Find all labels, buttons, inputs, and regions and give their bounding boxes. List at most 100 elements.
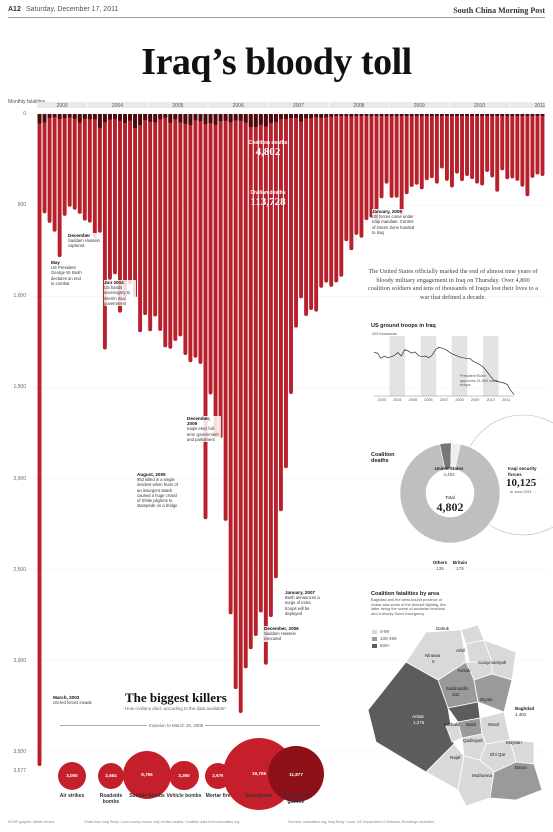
civilian-bar [128,114,133,285]
coalition-bar [379,114,384,116]
coalition-bar [57,114,62,119]
year-strip [37,102,545,108]
donut-title: Coalition deaths [371,452,395,464]
map-label-ninawa: Ninawa [425,653,441,658]
troops-line-chart: 2003 2004 2005 2006 2007 2008 2009 2010 2011 [373,336,515,402]
civilian-bar [299,114,304,299]
y-tick-label: 3,500 [13,748,26,755]
civilian-bar [228,114,233,615]
y-tick-label: 500 [17,202,26,209]
map-subtitle: Baghdad and the west-bound province of A… [371,597,446,617]
map-label-karbala: Karbala [444,722,460,727]
annotation-text: US hands sovereignty to interim Iraqi go… [104,285,131,306]
civilian-bar [97,114,102,233]
y-tick-label: 1,500 [13,384,26,391]
map-label-qadisiyah: Qadisiyah [463,738,484,743]
annotation-sovereignty: Jun 2004 US hands sovereignty to interim… [104,280,136,307]
coalition-bar [359,114,364,116]
troops-chart-unit: 200 thousands [372,332,397,336]
masthead: A12 Saturday, December 17, 2011 South Ch… [8,6,545,18]
coalition-bar [389,114,394,116]
map-title: Coalition fatalities by area [371,591,440,597]
troops-year-label: 2006 [424,398,432,402]
map-value-baghdad: 1,401 [515,712,527,717]
killer-circle: 3,000 [57,761,87,790]
civilian-bar [158,114,163,331]
coalition-bar [198,114,203,122]
annotation-title: May [51,260,60,265]
troops-year-label: 2003 [378,398,386,402]
coalition-bar [258,114,263,125]
civilian-bar [465,114,470,176]
coalition-bar [520,114,525,116]
footer-credit: SCMP graphic: Adolfo Arranz [8,820,55,824]
coalition-total-label: Coalition deaths 4,802 [238,140,298,158]
y-tick-label: 0 [23,111,26,117]
civilian-bar [424,114,429,181]
coalition-bar [62,114,67,119]
coalition-deaths-donut [399,414,553,544]
civilian-bar [82,114,87,221]
civilian-bar [515,114,520,181]
civilian-bar [364,114,369,221]
civilian-bar [198,114,203,364]
civilian-bar [349,114,354,251]
killer-label: Suicide bombs [129,793,165,799]
annotation-text: US forces come under Iraqi mandate. Cont… [372,214,415,235]
coalition-bar [540,114,545,116]
coalition-bar [419,114,424,116]
coalition-bar [47,114,52,118]
civilian-bar [208,114,213,395]
civilian-bar [173,114,178,341]
civilian-bar [42,114,47,214]
donut-total-label: Total [445,495,455,500]
coalition-bar [112,114,117,120]
civilian-bar [505,114,510,180]
annotation-bridge-stampede: August, 2005 953 killed in a single inci… [137,472,179,509]
annotation-title: March, 2003 [53,695,80,700]
killers-title: The biggest killers [125,690,227,705]
killer-label: Vehicle bombs [166,793,202,799]
coalition-bar [138,114,143,125]
civilian-bar [449,114,454,188]
killers-range: Invasion to March 19, 2008 [147,723,206,728]
annotation-text: 953 killed in a single incident when fea… [137,477,178,509]
civilian-bar [273,114,278,579]
donut-us-label: United States [434,466,464,471]
coalition-bar [128,114,133,121]
headline: Iraq’s bloody toll [141,41,412,83]
civilian-total-value: 113,728 [250,196,286,208]
civilian-bar [143,114,148,316]
region-diyala [473,673,513,713]
civilian-bar [138,114,143,333]
troops-year-label: 2004 [393,398,401,402]
page-number: A12 [8,6,21,13]
coalition-bar [294,114,298,118]
map-label-diyala: Diyala [480,697,493,702]
civilian-bar [238,114,243,713]
civilian-bar [304,114,309,316]
annotation-text: Saddam Hussein captured [68,238,100,249]
donut-others-label: Others [432,560,448,565]
map-value-ninawa: 0 [432,659,435,664]
civilian-bar [444,114,449,181]
coalition-bar [223,114,228,121]
civilian-bar [495,114,500,192]
civilian-bar [314,114,319,312]
coalition-bar [183,114,188,124]
coalition-bar [163,114,168,118]
civilian-bar [460,114,464,182]
lede-paragraph: The United States officially marked the … [368,268,538,301]
map-label-babil: Babil [466,722,477,727]
map-label-maysan: Maysan [506,740,522,745]
troops-chart-note: President Bush approves 21,500 extra tro… [460,374,498,388]
civilian-bar [439,114,444,169]
killer-circle: 11,877 [268,746,324,803]
coalition-bar [228,114,233,123]
coalition-bar [193,114,198,121]
iraqi-forces-note: to June 2011 [510,490,532,494]
civilian-bar [163,114,168,348]
civilian-bar [394,114,399,198]
iraqi-forces-value: 10,125 [506,477,537,489]
civilian-bar [92,114,97,239]
